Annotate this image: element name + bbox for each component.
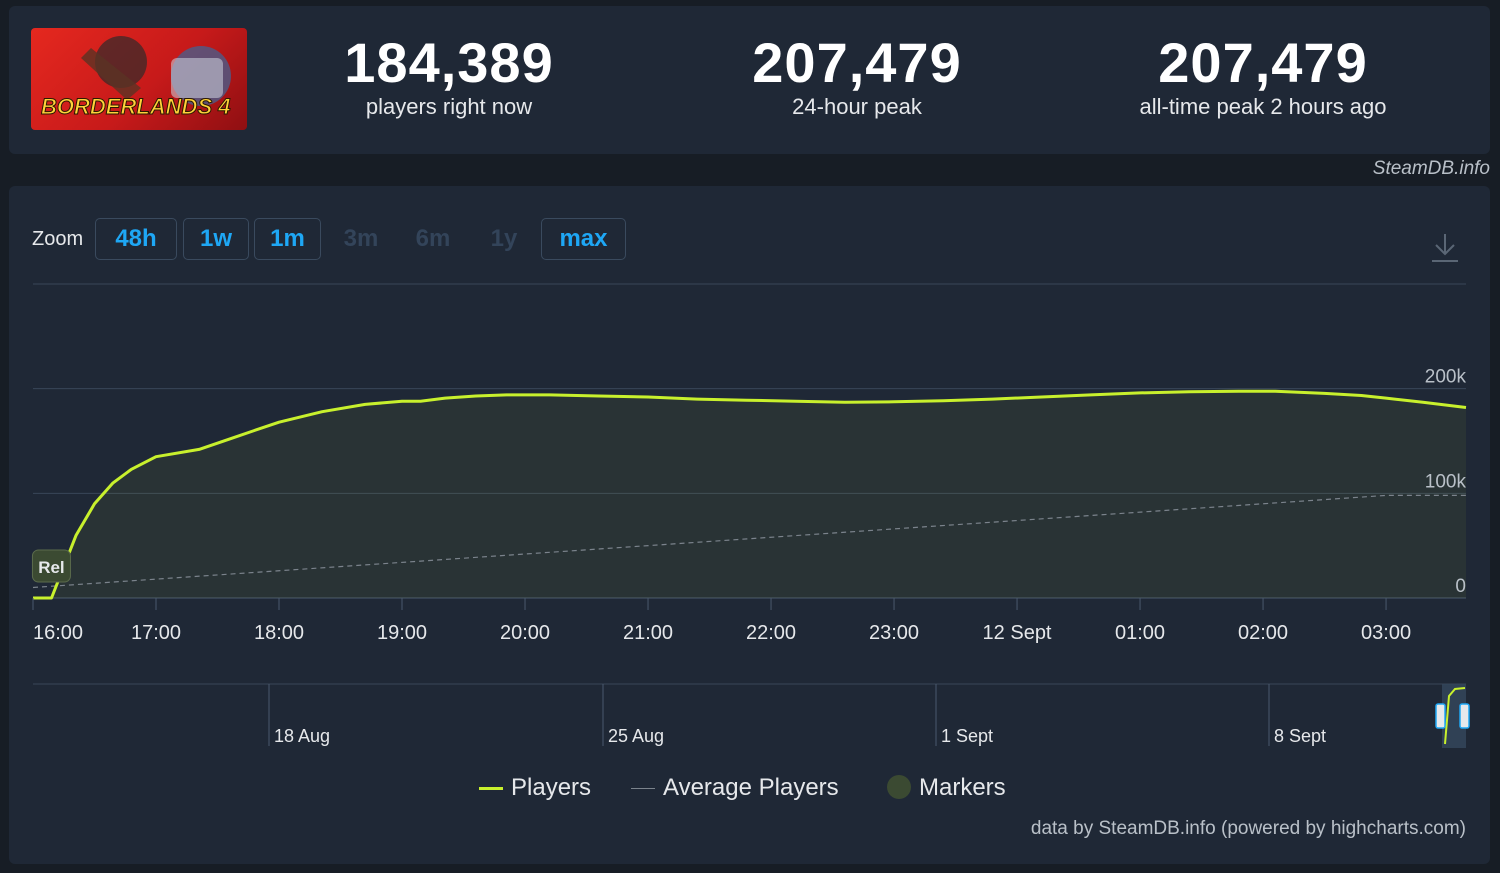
players-area: [33, 391, 1466, 598]
legend-markers-label: Markers: [919, 774, 1006, 801]
y-tick-label: 100k: [1425, 471, 1467, 492]
release-marker-badge: [31, 549, 71, 583]
all-time-peak-stat: 207,479 all-time peak 2 hours ago: [1103, 32, 1423, 120]
all-time-peak-label: all-time peak 2 hours ago: [1139, 94, 1387, 119]
y-tick-label: 200k: [1425, 367, 1467, 388]
players-chart: Rel 0 100k 200k 16:00 17:00 18:00 19:00 20:00 2…: [31, 283, 1470, 748]
release-marker: Rel: [31, 549, 71, 583]
all-time-peak-value: 207,479: [1158, 31, 1368, 94]
legend-average-label: Average Players: [663, 774, 839, 801]
current-players-value: 184,389: [344, 31, 554, 94]
x-tick-label: 22:00: [746, 622, 796, 644]
legend-average-swatch: [631, 788, 655, 790]
x-tick-label: 21:00: [623, 622, 673, 644]
navigator-label: 8 Sept: [1274, 726, 1326, 746]
navigator-selection: [1442, 684, 1466, 748]
chart-panel: Zoom 48h 1w 1m 3m 6m 1y max Rel 0 100k 200…: [9, 186, 1490, 864]
game-logo-art: BORDERLANDS 4: [41, 36, 231, 120]
zoom-label: Zoom: [32, 228, 84, 250]
legend-markers[interactable]: Markers: [887, 774, 1006, 802]
zoom-1w-button[interactable]: 1w: [183, 218, 249, 260]
x-tick-label: 19:00: [377, 622, 427, 644]
navigator-left-handle: [1435, 703, 1446, 729]
average-players-line: [32, 494, 1466, 589]
x-tick-label: 18:00: [254, 622, 304, 644]
game-logo[interactable]: BORDERLANDS 4: [31, 28, 247, 130]
download-icon[interactable]: [1429, 230, 1461, 264]
current-players-label: players right now: [365, 94, 533, 119]
zoom-48h-button[interactable]: 48h: [95, 218, 177, 260]
legend-players-label: Players: [511, 774, 592, 801]
x-tick-label: 02:00: [1238, 622, 1288, 644]
x-tick-label: 12 Sept: [983, 622, 1052, 644]
navigator-label: 18 Aug: [274, 726, 330, 746]
x-tick-label: 16:00: [33, 622, 83, 644]
zoom-1y-button: 1y: [471, 218, 537, 260]
legend-average-players[interactable]: Average Players: [631, 774, 839, 802]
peak-24h-label: 24-hour peak: [792, 94, 922, 119]
x-tick-label: 03:00: [1361, 622, 1411, 644]
zoom-3m-button: 3m: [328, 218, 394, 260]
current-players-stat: 184,389 players right now: [309, 32, 589, 120]
zoom-6m-button: 6m: [400, 218, 466, 260]
steamdb-credit[interactable]: SteamDB.info: [1372, 158, 1490, 179]
peak-24h-value: 207,479: [752, 31, 962, 94]
x-tick-label: 23:00: [869, 622, 919, 644]
navigator-players-line: [1444, 687, 1466, 745]
x-tick-label: 20:00: [500, 622, 550, 644]
stats-header: BORDERLANDS 4 184,389 players right now …: [9, 6, 1490, 154]
highcharts-credit[interactable]: data by SteamDB.info (powered by highcha…: [1030, 818, 1466, 839]
peak-24h-stat: 207,479 24-hour peak: [717, 32, 997, 120]
navigator-right-handle: [1459, 703, 1470, 729]
legend-players-swatch: [479, 787, 503, 791]
release-marker-label: Rel: [38, 558, 64, 577]
legend-markers-swatch: [887, 774, 911, 799]
y-tick-label: 0: [1455, 576, 1466, 597]
game-logo-text: BORDERLANDS 4: [41, 94, 230, 119]
x-tick-label: 01:00: [1115, 622, 1165, 644]
players-line: [33, 389, 1467, 600]
x-tick-label: 17:00: [131, 622, 181, 644]
navigator-label: 1 Sept: [941, 726, 993, 746]
navigator-label: 25 Aug: [608, 726, 664, 746]
zoom-max-button[interactable]: max: [541, 218, 626, 260]
zoom-1m-button[interactable]: 1m: [254, 218, 321, 260]
legend-players[interactable]: Players: [479, 774, 591, 802]
